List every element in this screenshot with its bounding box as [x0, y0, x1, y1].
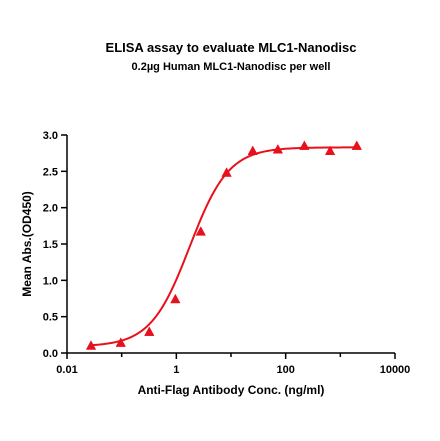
- x-axis-ticks: 0.01 1 100 10000: [56, 353, 410, 376]
- chart-title: ELISA assay to evaluate MLC1-Nanodisc: [106, 40, 357, 55]
- data-markers: [85, 140, 362, 350]
- x-tick-label: 100: [276, 364, 294, 376]
- fit-curve: [90, 146, 357, 347]
- data-point-marker: [247, 145, 258, 155]
- x-tick-label: 1: [173, 364, 179, 376]
- y-tick-label: 3.0: [43, 130, 58, 142]
- y-axis-label: Mean Abs.(OD450): [20, 191, 34, 297]
- data-point-marker: [85, 340, 97, 350]
- data-point-marker: [324, 145, 336, 155]
- x-tick-label: 0.01: [56, 364, 77, 376]
- y-tick-label: 2.0: [43, 203, 58, 215]
- y-tick-label: 0.0: [43, 348, 58, 360]
- y-axis-ticks: 0.0 0.5 1.0 1.5 2.0 2.5 3.0: [43, 130, 67, 360]
- y-tick-label: 1.0: [43, 275, 58, 287]
- data-point-marker: [170, 293, 181, 304]
- data-point-marker: [351, 140, 362, 150]
- chart-subtitle: 0.2µg Human MLC1-Nanodisc per well: [132, 61, 331, 73]
- y-tick-label: 2.5: [43, 166, 58, 178]
- x-axis-label: Anti-Flag Antibody Conc. (ng/ml): [138, 383, 325, 397]
- data-point-marker: [144, 326, 155, 336]
- data-point-marker: [299, 140, 310, 150]
- data-point-marker: [115, 337, 126, 347]
- x-tick-label: 10000: [380, 364, 411, 376]
- y-tick-label: 0.5: [43, 312, 58, 324]
- data-point-marker: [221, 167, 232, 177]
- y-tick-label: 1.5: [43, 239, 58, 251]
- data-point-marker: [195, 226, 206, 236]
- data-point-marker: [272, 144, 284, 154]
